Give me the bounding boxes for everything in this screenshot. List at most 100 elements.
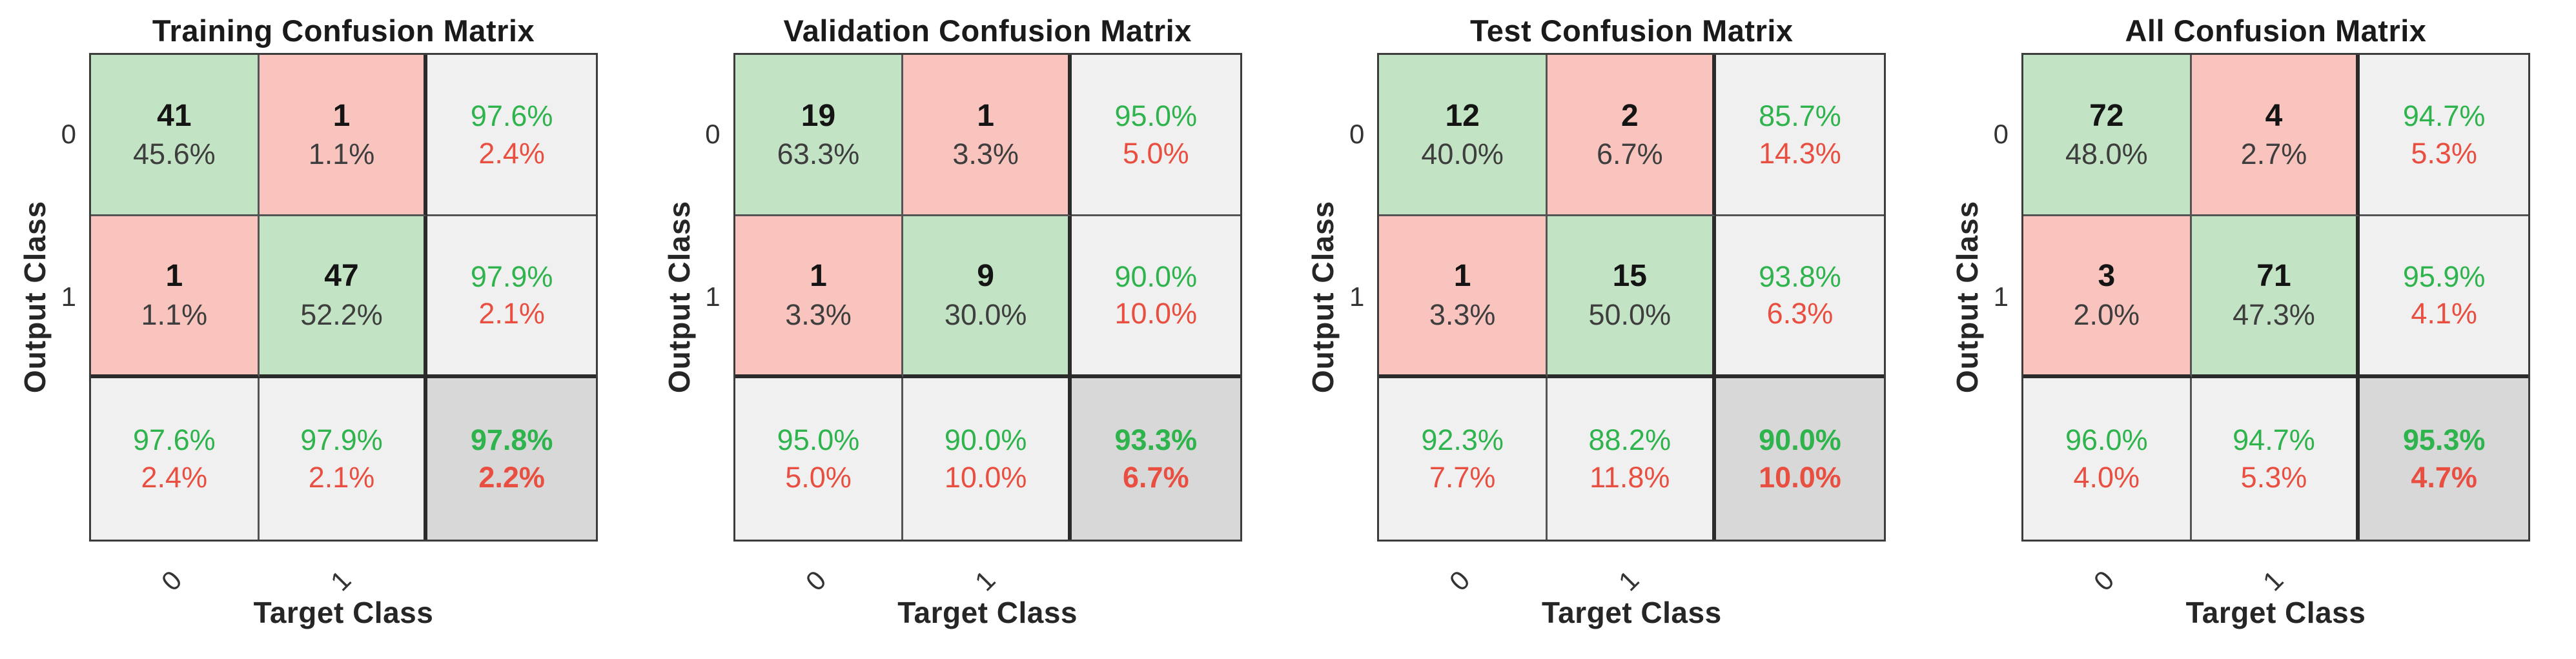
confusion-grid: 41 45.6% 1 1.1% 97.6% 2.4% 1 1.1% 47 52.… [89, 53, 598, 542]
overall-error-percent: 4.7% [2411, 460, 2477, 494]
col-summary-1: 97.9% 2.1% [259, 378, 428, 540]
error-percent: 2.4% [141, 460, 208, 494]
cell-percent: 2.7% [2240, 137, 2307, 171]
cell-percent: 52.2% [300, 298, 383, 332]
cell-count: 41 [157, 98, 192, 133]
error-percent: 2.1% [308, 460, 375, 494]
row-summary-1: 90.0% 10.0% [1071, 216, 1240, 378]
correct-percent: 97.6% [133, 423, 216, 457]
col-summary-1: 88.2% 11.8% [1547, 378, 1716, 540]
error-percent: 5.3% [2240, 460, 2307, 494]
overall-accuracy-cell: 97.8% 2.2% [427, 378, 596, 540]
matrix-cell-0-0: 72 48.0% [2023, 55, 2192, 217]
cell-count: 1 [1453, 259, 1471, 294]
matrix-cell-1-1: 47 52.2% [259, 216, 428, 378]
x-axis-label: Target Class [253, 596, 434, 629]
cell-percent: 1.1% [308, 137, 375, 171]
correct-percent: 97.6% [470, 99, 553, 133]
cell-count: 4 [2265, 98, 2283, 133]
cell-percent: 40.0% [1421, 137, 1504, 171]
correct-percent: 94.7% [2402, 99, 2486, 133]
row-summary-0: 94.7% 5.3% [2360, 55, 2528, 217]
confusion-grid: 72 48.0% 4 2.7% 94.7% 5.3% 3 2.0% 71 47.… [2021, 53, 2530, 542]
matrix-cell-0-0: 41 45.6% [91, 55, 260, 217]
matrix-cell-1-0: 1 3.3% [735, 216, 904, 378]
x-axis-label: Target Class [1541, 596, 1722, 629]
y-tick-class-1: 1 [1349, 281, 1365, 312]
cell-count: 1 [332, 98, 351, 133]
correct-percent: 95.0% [1114, 99, 1198, 133]
y-tick-class-0: 0 [1349, 119, 1365, 149]
cell-percent: 2.0% [2073, 298, 2140, 332]
error-percent: 7.7% [1429, 460, 1496, 494]
matrix-cell-0-0: 19 63.3% [735, 55, 904, 217]
matrix-cell-0-1: 2 6.7% [1547, 55, 1716, 217]
error-percent: 5.3% [2411, 136, 2477, 170]
overall-accuracy-cell: 95.3% 4.7% [2360, 378, 2528, 540]
error-percent: 4.0% [2073, 460, 2140, 494]
cell-count: 9 [977, 259, 994, 294]
col-summary-1: 94.7% 5.3% [2191, 378, 2360, 540]
confusion-matrix-panel: Test Confusion Matrix Output Class 0 1 1… [1288, 0, 1932, 659]
error-percent: 11.8% [1590, 460, 1670, 494]
col-summary-0: 92.3% 7.7% [1379, 378, 1548, 540]
confusion-grid: 19 63.3% 1 3.3% 95.0% 5.0% 1 3.3% 9 30.0… [733, 53, 1242, 542]
cell-percent: 6.7% [1597, 137, 1663, 171]
col-summary-0: 95.0% 5.0% [735, 378, 904, 540]
correct-percent: 95.0% [777, 423, 860, 457]
error-percent: 5.0% [785, 460, 852, 494]
cell-count: 2 [1620, 98, 1639, 133]
cell-count: 19 [801, 98, 836, 133]
panel-title: Training Confusion Matrix [152, 14, 535, 48]
overall-accuracy-cell: 90.0% 10.0% [1715, 378, 1885, 540]
cell-percent: 30.0% [944, 298, 1027, 332]
matrix-cell-1-1: 71 47.3% [2191, 216, 2360, 378]
correct-percent: 96.0% [2065, 423, 2148, 457]
row-summary-0: 85.7% 14.3% [1715, 55, 1885, 217]
matrix-cell-1-1: 15 50.0% [1547, 216, 1716, 378]
row-summary-0: 97.6% 2.4% [427, 55, 596, 217]
cell-percent: 3.3% [952, 137, 1019, 171]
correct-percent: 97.9% [470, 259, 553, 293]
panel-title: Validation Confusion Matrix [783, 14, 1192, 48]
cell-count: 1 [977, 98, 994, 133]
correct-percent: 94.7% [2233, 423, 2315, 457]
row-summary-1: 95.9% 4.1% [2360, 216, 2528, 378]
y-tick-class-0: 0 [61, 119, 76, 149]
y-tick-class-1: 1 [61, 281, 76, 312]
overall-correct-percent: 95.3% [2402, 423, 2486, 457]
matrix-cell-0-0: 12 40.0% [1379, 55, 1548, 217]
overall-correct-percent: 93.3% [1114, 423, 1198, 457]
matrix-cell-0-1: 4 2.7% [2191, 55, 2360, 217]
correct-percent: 90.0% [1114, 259, 1198, 293]
overall-correct-percent: 90.0% [1759, 423, 1841, 457]
cell-count: 72 [2089, 98, 2124, 133]
panel-title: All Confusion Matrix [2125, 14, 2427, 48]
y-tick-class-1: 1 [1993, 281, 2009, 312]
error-percent: 10.0% [1114, 297, 1198, 330]
error-percent: 10.0% [944, 460, 1027, 494]
col-summary-0: 97.6% 2.4% [91, 378, 260, 540]
cell-percent: 3.3% [785, 298, 852, 332]
row-summary-1: 93.8% 6.3% [1715, 216, 1885, 378]
overall-error-percent: 2.2% [478, 460, 545, 494]
y-tick-class-0: 0 [705, 119, 721, 149]
cell-percent: 63.3% [777, 137, 860, 171]
cell-percent: 47.3% [2233, 298, 2315, 332]
correct-percent: 97.9% [300, 423, 383, 457]
cell-count: 3 [2098, 259, 2116, 294]
overall-accuracy-cell: 93.3% 6.7% [1071, 378, 1240, 540]
overall-error-percent: 10.0% [1759, 460, 1841, 494]
col-summary-0: 96.0% 4.0% [2023, 378, 2192, 540]
x-axis-label: Target Class [2185, 596, 2366, 629]
cell-count: 1 [810, 259, 827, 294]
confusion-matrix-panel: All Confusion Matrix Output Class 0 1 72… [1932, 0, 2576, 659]
correct-percent: 88.2% [1588, 423, 1671, 457]
error-percent: 14.3% [1759, 136, 1841, 170]
error-percent: 4.1% [2411, 297, 2477, 330]
correct-percent: 95.9% [2402, 259, 2486, 293]
cell-count: 71 [2256, 259, 2291, 294]
cell-count: 1 [165, 259, 183, 294]
col-summary-1: 90.0% 10.0% [903, 378, 1072, 540]
cell-percent: 3.3% [1429, 298, 1496, 332]
